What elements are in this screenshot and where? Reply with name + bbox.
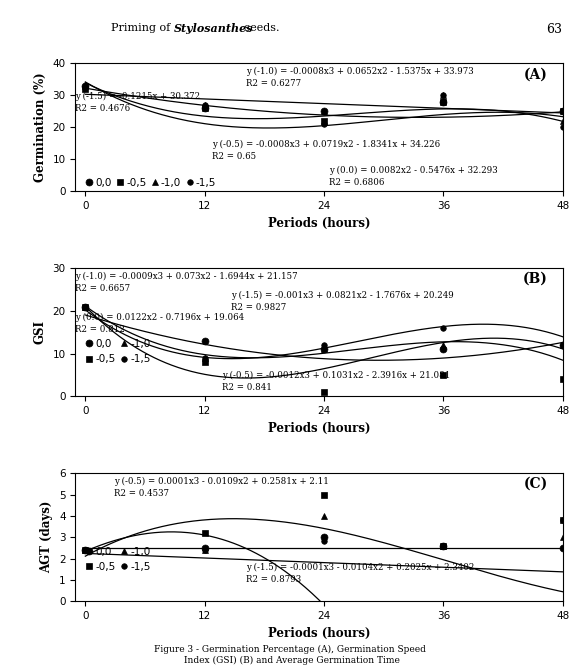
Y-axis label: GSI: GSI <box>34 321 47 344</box>
Text: Stylosanthes: Stylosanthes <box>174 23 253 34</box>
Text: y (-1.0) = -0.0009x3 + 0.073x2 - 1.6944x + 21.157
R2 = 0.6657: y (-1.0) = -0.0009x3 + 0.073x2 - 1.6944x… <box>75 272 298 293</box>
Text: y (-1.5) = -0.001x3 + 0.0821x2 - 1.7676x + 20.249
R2 = 0.9827: y (-1.5) = -0.001x3 + 0.0821x2 - 1.7676x… <box>231 291 454 312</box>
Text: y (-0.5) = -0.0012x3 + 0.1031x2 - 2.3916x + 21.081
R2 = 0.841: y (-0.5) = -0.0012x3 + 0.1031x2 - 2.3916… <box>222 371 450 391</box>
Legend: 0,0, -0,5, -1,0, -1,5: 0,0, -0,5, -1,0, -1,5 <box>81 542 154 576</box>
Text: (B): (B) <box>523 272 548 286</box>
Text: Priming of: Priming of <box>111 23 174 33</box>
Text: Figure 3 - Germination Percentage (A), Germination Speed
 Index (GSI) (B) and Av: Figure 3 - Germination Percentage (A), G… <box>154 645 426 665</box>
Y-axis label: AGT (days): AGT (days) <box>41 501 53 573</box>
X-axis label: Periods (hours): Periods (hours) <box>268 422 370 435</box>
Legend: 0,0, -0,5, -1,0, -1,5: 0,0, -0,5, -1,0, -1,5 <box>81 174 220 192</box>
Text: (A): (A) <box>524 67 548 81</box>
Y-axis label: Germination (%): Germination (%) <box>34 73 47 182</box>
Text: y (0.0) = 0.0122x2 - 0.7196x + 19.064
R2 = 0.812: y (0.0) = 0.0122x2 - 0.7196x + 19.064 R2… <box>75 313 245 334</box>
Text: (C): (C) <box>524 477 548 491</box>
Text: 63: 63 <box>546 23 563 36</box>
Legend: 0,0, -0,5, -1,0, -1,5: 0,0, -0,5, -1,0, -1,5 <box>81 335 154 369</box>
Text: y (-1.0) = -0.0008x3 + 0.0652x2 - 1.5375x + 33.973
R2 = 0.6277: y (-1.0) = -0.0008x3 + 0.0652x2 - 1.5375… <box>246 67 473 88</box>
Text: y (0.0) = 0.0082x2 - 0.5476x + 32.293
R2 = 0.6806: y (0.0) = 0.0082x2 - 0.5476x + 32.293 R2… <box>329 166 498 187</box>
X-axis label: Periods (hours): Periods (hours) <box>268 627 370 639</box>
X-axis label: Periods (hours): Periods (hours) <box>268 217 370 230</box>
Text: y (-1.5) = -0.0001x3 - 0.0104x2 + 0.2025x + 2.3402
R2 = 0.8793: y (-1.5) = -0.0001x3 - 0.0104x2 + 0.2025… <box>246 562 474 584</box>
Text: y (-0.5) = -0.0008x3 + 0.0719x2 - 1.8341x + 34.226
R2 = 0.65: y (-0.5) = -0.0008x3 + 0.0719x2 - 1.8341… <box>212 140 440 161</box>
Text: seeds.: seeds. <box>241 23 279 33</box>
Text: y (-0.5) = 0.0001x3 - 0.0109x2 + 0.2581x + 2.11
R2 = 0.4537: y (-0.5) = 0.0001x3 - 0.0109x2 + 0.2581x… <box>114 477 329 498</box>
Text: y (-1.5) = -0.1215x + 30.372
R2 = 0.4676: y (-1.5) = -0.1215x + 30.372 R2 = 0.4676 <box>75 92 201 112</box>
